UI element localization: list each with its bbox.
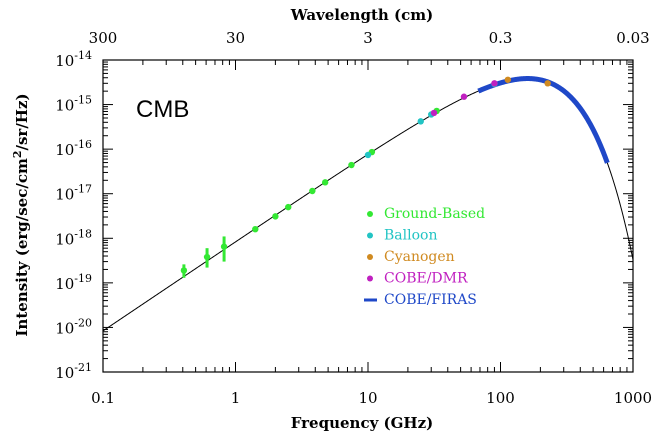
x2-tick-label: 0.03	[616, 29, 649, 47]
legend-label-cobe-dmr: COBE/DMR	[384, 271, 468, 287]
legend-label-cobe-firas: COBE/FIRAS	[384, 292, 477, 308]
data-point-ground-based	[272, 213, 279, 220]
data-point-ground-based	[348, 161, 355, 169]
data-point-cobe-dmr	[460, 93, 468, 100]
series-cobe-firas-line	[477, 76, 610, 164]
legend-swatch-balloon	[367, 232, 373, 239]
data-point-cyanogen	[544, 80, 551, 87]
x-tick-label: 100	[486, 389, 515, 407]
legend: Ground-Based Balloon Cyanogen COBE/DMR COBE/…	[364, 206, 485, 308]
y-axis-title-main: Intensity (erg/sec/cm	[13, 158, 31, 337]
axes-layer: 0.1 1 10 100 1000 300 30 3 0.3 0.03 10-21 10-20 10-1…	[55, 29, 652, 407]
x-tick-label: 1000	[614, 389, 652, 407]
data-point-ground-based	[220, 243, 228, 250]
y-axis-title: Intensity (erg/sec/cm2/sr/Hz)	[11, 93, 31, 336]
y-tick-label: 10-19	[55, 272, 92, 293]
y-tick-label: 10-21	[55, 361, 92, 382]
x2-tick-label: 30	[226, 29, 245, 47]
data-point-balloon	[364, 151, 372, 159]
y-tick-label: 10-20	[55, 316, 92, 337]
x2-tick-label: 300	[89, 29, 118, 47]
data-point-ground-based	[180, 267, 188, 274]
data-point-cobe-dmr	[491, 80, 498, 87]
legend-swatch-cobe-dmr	[367, 275, 373, 282]
legend-swatch-ground-based	[367, 211, 373, 217]
x-tick-label: 1	[231, 389, 241, 407]
y-tick-label: 10-18	[55, 227, 92, 248]
x2-tick-label: 3	[363, 29, 373, 47]
x2-axis-title: Wavelength (cm)	[290, 6, 433, 24]
x2-tick-label: 0.3	[489, 29, 513, 47]
data-point-ground-based	[285, 203, 292, 211]
data-point-ground-based	[321, 179, 329, 186]
y-axis-title-tail: /sr/Hz)	[13, 93, 31, 150]
x-tick-label: 0.1	[91, 389, 115, 407]
data-points-layer	[180, 76, 551, 278]
cmb-annotation: CMB	[136, 96, 189, 123]
legend-label-balloon: Balloon	[384, 228, 437, 244]
y-tick-label: 10-16	[55, 138, 92, 159]
legend-swatch-cyanogen	[367, 254, 373, 260]
data-point-cyanogen	[504, 76, 512, 83]
x-tick-label: 10	[358, 389, 377, 407]
y-tick-label: 10-15	[55, 94, 92, 115]
data-point-cobe-dmr	[430, 109, 438, 117]
legend-label-cyanogen: Cyanogen	[384, 249, 455, 265]
data-point-ground-based	[309, 187, 316, 195]
y-tick-label: 10-17	[55, 183, 92, 204]
y-tick-label: 10-14	[55, 49, 92, 70]
data-point-balloon	[417, 118, 424, 125]
data-point-ground-based	[203, 253, 211, 261]
legend-label-ground-based: Ground-Based	[384, 206, 485, 222]
y-axis-title-sup: 2	[11, 151, 24, 159]
x-axis-title: Frequency (GHz)	[291, 414, 433, 432]
data-point-ground-based	[252, 225, 259, 233]
